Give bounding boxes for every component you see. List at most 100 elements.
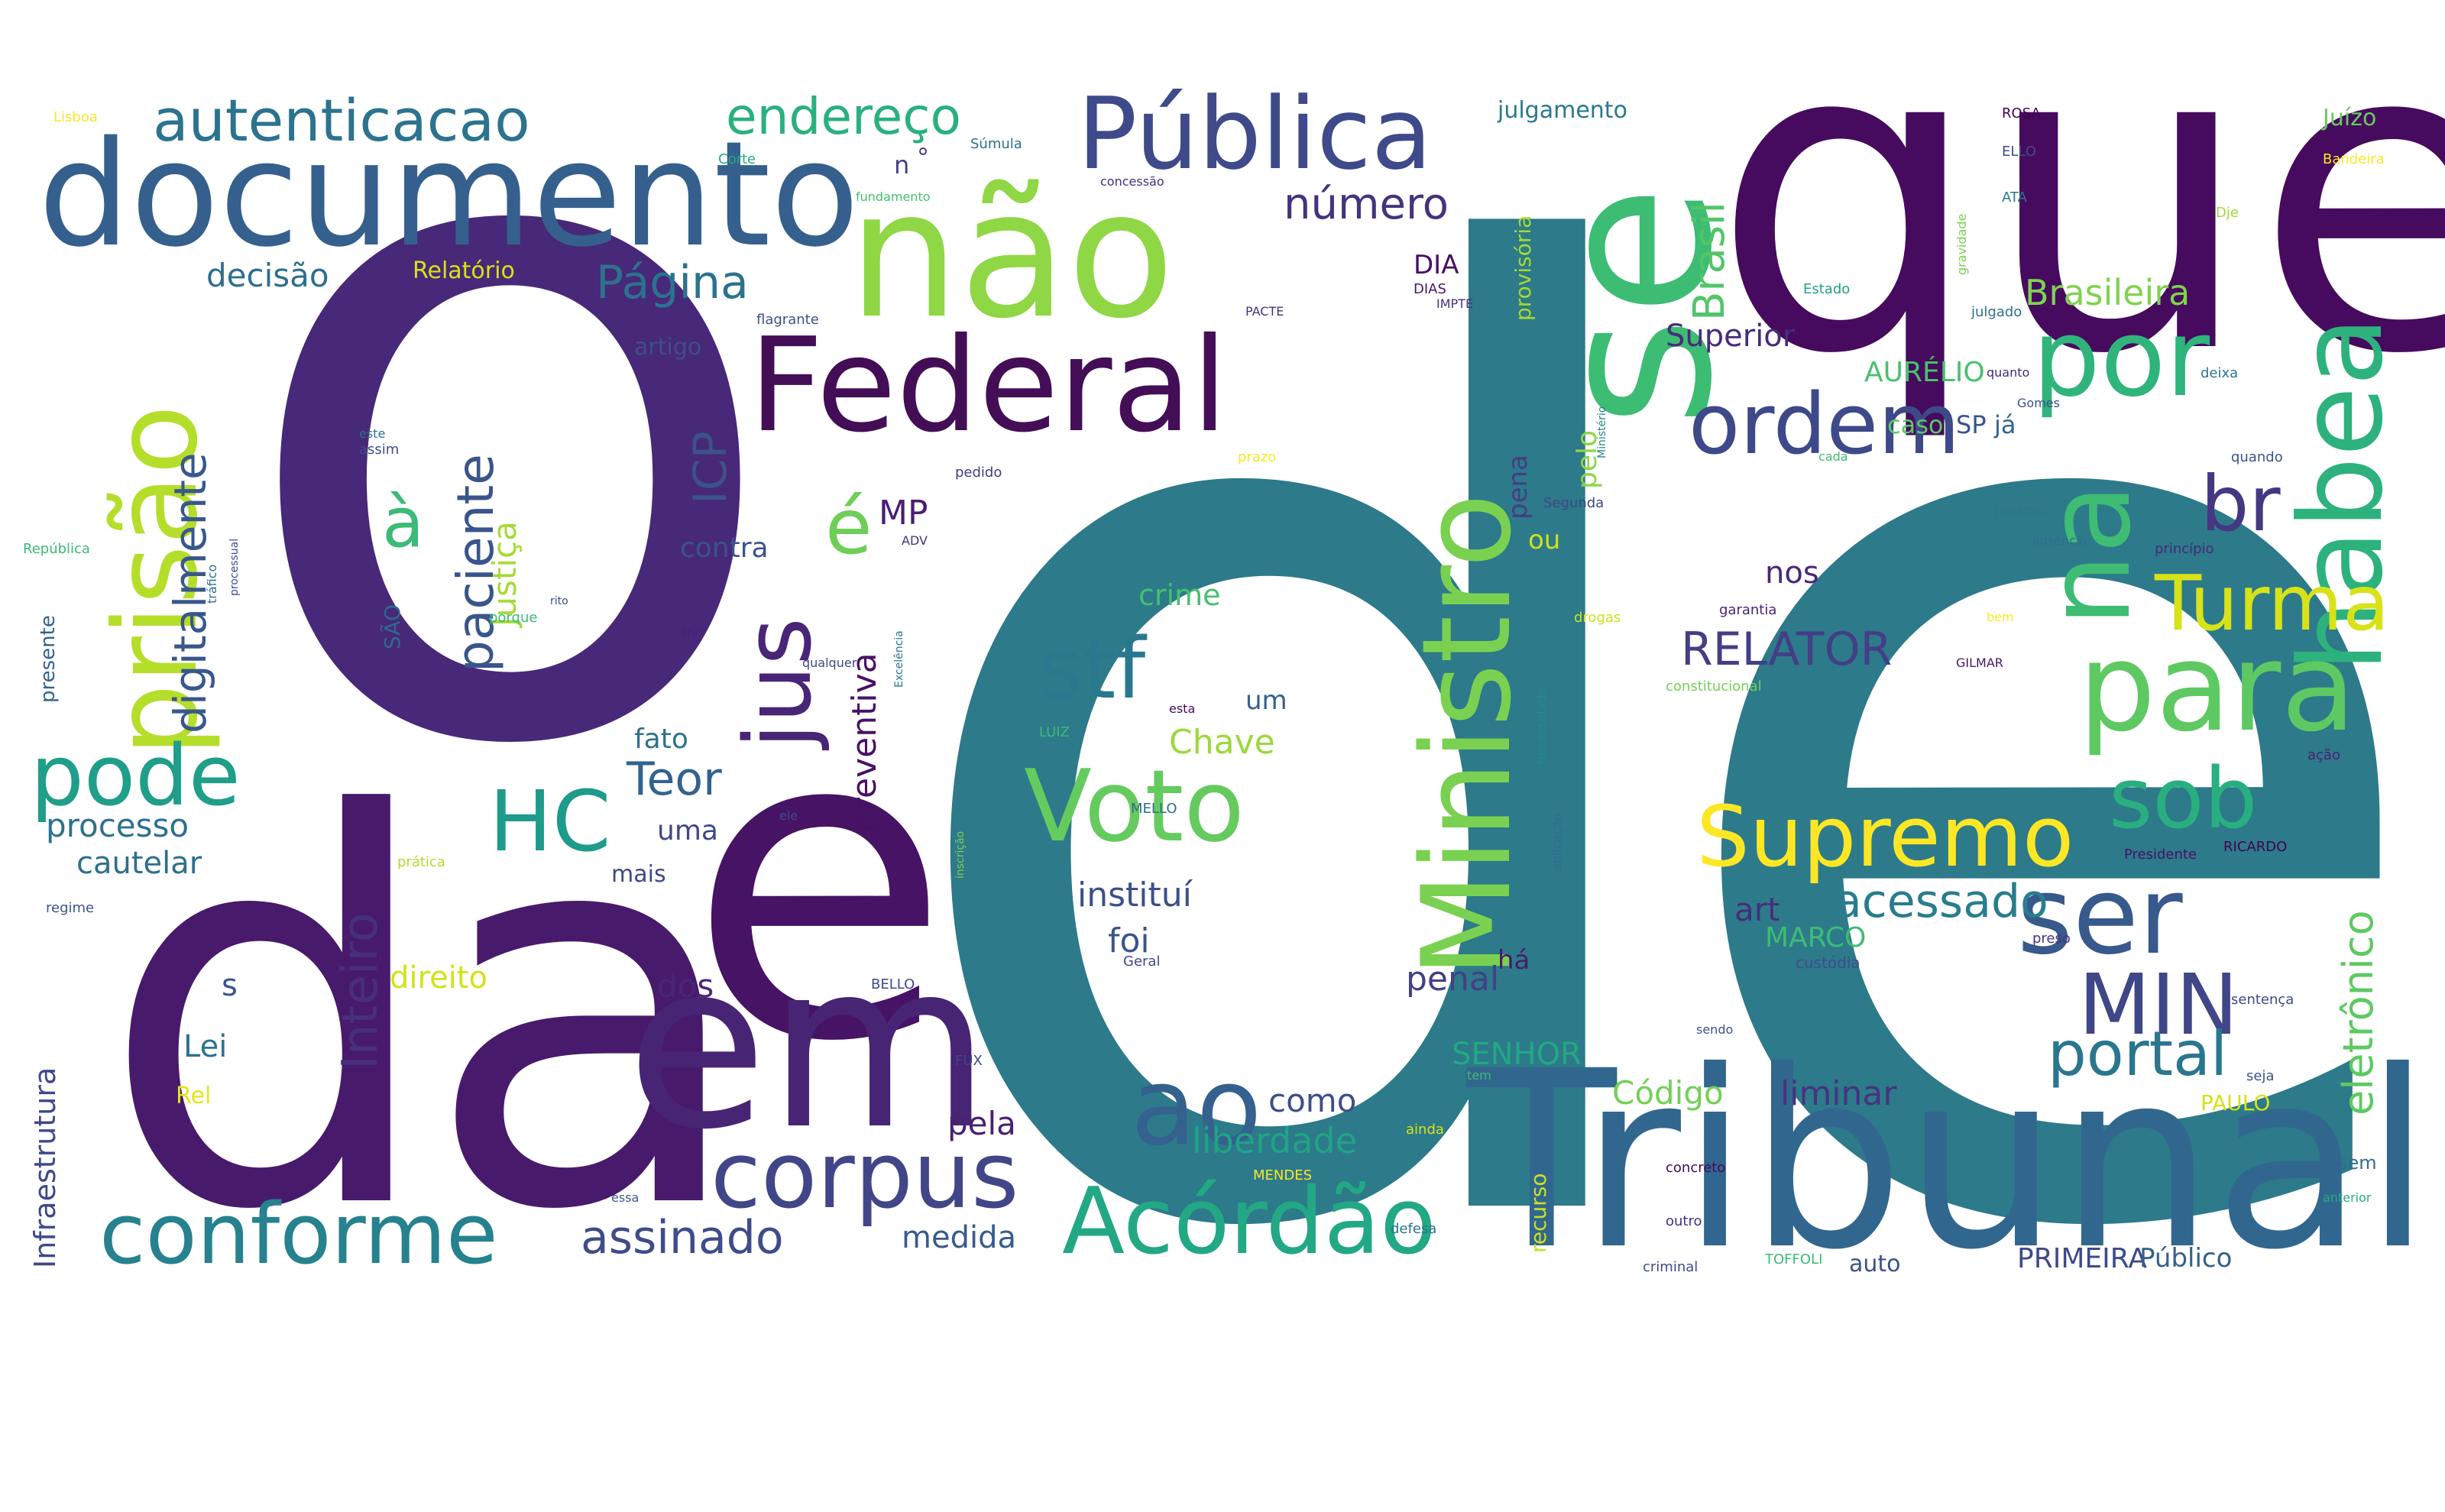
cloud-word: RELATOR	[1681, 623, 1893, 676]
cloud-word: dos	[657, 967, 714, 1005]
cloud-word: MELLO	[1131, 801, 1177, 817]
cloud-word: ainda	[1406, 1122, 1444, 1138]
cloud-word: Gomes	[2017, 396, 2060, 410]
cloud-word: cada	[1818, 449, 1848, 464]
cloud-word: art	[1734, 891, 1780, 928]
cloud-word: Excelência	[893, 630, 905, 688]
cloud-word: RICARDO	[2223, 839, 2288, 855]
cloud-word: de	[879, 0, 2445, 1512]
cloud-word: Brasileira	[2025, 272, 2191, 313]
cloud-word: porque	[489, 610, 538, 626]
cloud-word: ao	[1131, 1045, 1262, 1170]
cloud-word: um	[1245, 685, 1287, 716]
cloud-word: para	[2078, 616, 2356, 759]
cloud-word: tem	[1467, 1068, 1491, 1083]
cloud-word: ICP	[684, 431, 737, 504]
cloud-word: acessado	[1834, 875, 2048, 928]
cloud-word: Turma	[2155, 559, 2390, 648]
cloud-word: deixa	[2200, 365, 2239, 381]
cloud-word: recurso	[1526, 1173, 1551, 1254]
cloud-word: República	[23, 541, 90, 557]
cloud-word: ou	[1528, 525, 1561, 555]
cloud-word: preso	[2032, 931, 2071, 947]
cloud-word: ano	[680, 625, 703, 639]
cloud-word: ele	[779, 808, 798, 823]
cloud-word: auto	[1849, 1251, 1901, 1277]
cloud-word: Teor	[627, 753, 722, 806]
cloud-word: Estado	[1803, 281, 1851, 297]
word-cloud: de o que da Tribunal e em documento não …	[23, 0, 2445, 1406]
cloud-word: defesa	[1391, 1221, 1437, 1237]
cloud-word: sob	[2109, 750, 2258, 847]
cloud-word: o	[229, 0, 791, 946]
cloud-word: caso	[1887, 410, 1944, 439]
cloud-word: Tribunal	[1467, 1019, 2432, 1303]
cloud-word: ATA	[2002, 189, 2027, 206]
cloud-word: AURÉLIO	[1864, 357, 1985, 388]
cloud-word: Corte	[718, 151, 756, 167]
cloud-word: que	[1712, 0, 2445, 448]
cloud-word: Bandeira	[2323, 151, 2385, 167]
cloud-word: preventiva	[845, 652, 884, 833]
cloud-word: Código	[1612, 1074, 1724, 1112]
cloud-word: artigo	[634, 334, 702, 361]
cloud-word: sentença	[2231, 992, 2294, 1008]
cloud-word: n	[894, 151, 910, 180]
cloud-word: ADV	[902, 533, 928, 548]
cloud-word: Infraestrutura	[28, 1067, 62, 1268]
cloud-word: fato	[634, 724, 688, 755]
cloud-word: princípio	[2155, 541, 2214, 557]
cloud-word: endereço	[726, 87, 961, 146]
cloud-word: outro	[1666, 1213, 1702, 1229]
cloud-word: °	[917, 143, 929, 172]
cloud-word: sendo	[1696, 1022, 1734, 1037]
cloud-word: ordem	[1689, 375, 1961, 473]
cloud-word: Supremo	[1696, 788, 2074, 886]
cloud-word: drogas	[1574, 610, 1621, 626]
cloud-word: penal	[1406, 960, 1500, 999]
cloud-word: quando	[2231, 449, 2283, 465]
cloud-word: este	[359, 426, 386, 441]
cloud-word: da	[99, 704, 751, 1327]
cloud-word: pode	[31, 727, 241, 824]
cloud-word: concessão	[1100, 174, 1164, 189]
cloud-word: Voto	[1024, 748, 1245, 864]
cloud-word: criminal	[1643, 1259, 1699, 1275]
cloud-word: br	[2200, 459, 2281, 549]
cloud-word: quanto	[1987, 365, 2030, 380]
cloud-word: portal	[2048, 1018, 2228, 1089]
cloud-word: anterior	[2323, 1190, 2372, 1205]
cloud-word: s	[222, 968, 238, 1003]
cloud-word: mesmo	[1994, 503, 2045, 519]
cloud-word: tráfico	[205, 564, 219, 604]
cloud-word: PRIMEIRA	[2017, 1243, 2147, 1274]
cloud-word: MARCO	[1765, 922, 1867, 953]
cloud-word: esta	[1169, 701, 1196, 716]
cloud-word: essa	[611, 1190, 640, 1205]
cloud-word: foi	[1108, 921, 1150, 960]
cloud-word: SÃO	[380, 604, 405, 649]
cloud-word: presente	[37, 615, 60, 703]
cloud-word: Segunda	[1543, 495, 1605, 511]
cloud-word: em	[627, 913, 991, 1180]
cloud-word: documento	[38, 110, 860, 279]
cloud-word: contra	[680, 533, 769, 564]
cloud-word: Geral	[1123, 953, 1161, 970]
cloud-word: jus	[726, 617, 832, 749]
cloud-word: julgado	[1971, 304, 2022, 320]
cloud-word: Lei	[183, 1029, 228, 1064]
cloud-word: decisão	[206, 257, 329, 294]
cloud-word: Súmula	[970, 136, 1022, 152]
cloud-word: SP	[1956, 410, 1987, 439]
cloud-word: MIN	[2078, 956, 2239, 1054]
cloud-word: custódia	[1796, 953, 1860, 972]
cloud-word: mais	[611, 861, 666, 888]
cloud-word: Lisboa	[53, 109, 98, 125]
cloud-word: MP	[879, 494, 928, 533]
cloud-word: como	[1268, 1082, 1357, 1119]
cloud-word: SENHOR	[1452, 1037, 1582, 1072]
cloud-word: Relatório	[413, 257, 515, 284]
cloud-word: gravidade	[1954, 213, 1969, 275]
cloud-word: Brasil	[1685, 201, 1734, 321]
cloud-word: fundamento	[856, 189, 931, 204]
